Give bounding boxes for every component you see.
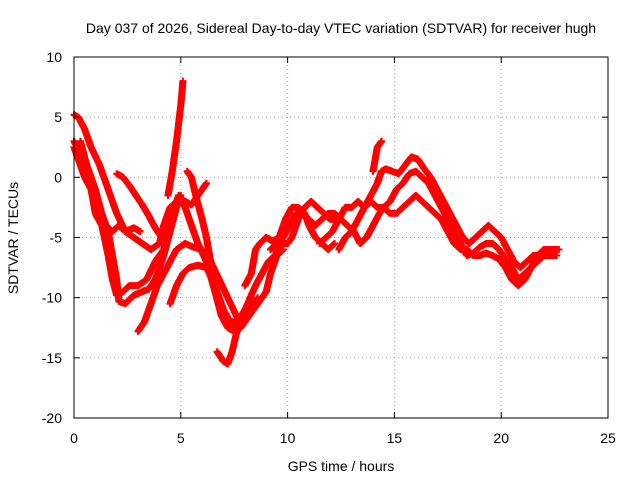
x-tick-label: 0 [70, 430, 78, 446]
series-9-markers [213, 197, 341, 368]
x-axis-label: GPS time / hours [288, 458, 395, 474]
series-12-markers [316, 153, 563, 272]
series-14-markers [369, 137, 386, 175]
x-tick-label: 5 [177, 430, 185, 446]
series-6-markers [164, 77, 187, 199]
x-tick-label: 15 [387, 430, 403, 446]
x-tick-label: 25 [600, 430, 616, 446]
y-tick-label: -10 [42, 290, 62, 306]
series-4-markers [76, 137, 185, 308]
y-tick-label: -20 [42, 410, 62, 426]
data-markers [70, 77, 563, 368]
y-tick-label: 5 [54, 109, 62, 125]
series-15-markers [380, 191, 561, 290]
y-tick-label: -15 [42, 350, 62, 366]
y-tick-label: 0 [54, 169, 62, 185]
x-tick-label: 20 [493, 430, 509, 446]
chart-title: Day 037 of 2026, Sidereal Day-to-day VTE… [86, 20, 596, 36]
y-tick-label: -5 [50, 230, 63, 246]
series-7-markers [166, 261, 249, 332]
y-tick-label: 10 [46, 49, 62, 65]
y-axis-label: SDTVAR / TECUs [5, 182, 21, 294]
grid-lines [74, 57, 608, 418]
x-tick-label: 10 [280, 430, 296, 446]
axis-ticks: 0 5 10 15 20 25 10 5 0 -5 -10 -15 -20 [42, 49, 616, 446]
series-2-markers [113, 170, 170, 247]
